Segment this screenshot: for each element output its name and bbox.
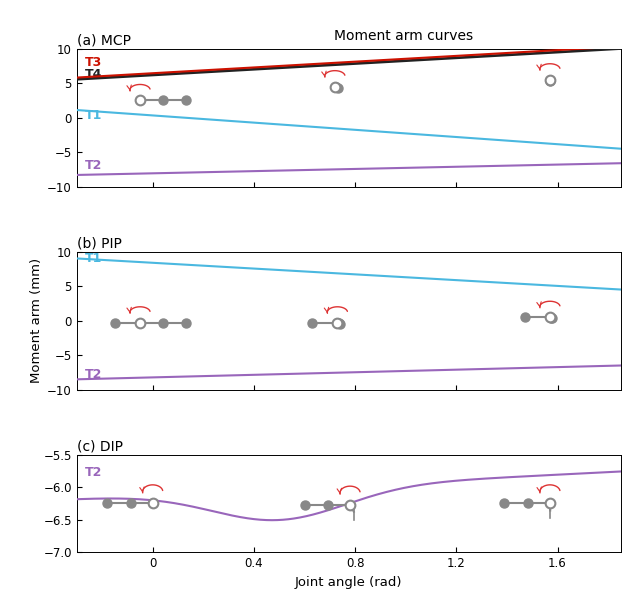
Text: (c) DIP: (c) DIP (77, 439, 123, 453)
Text: T2: T2 (84, 368, 102, 381)
X-axis label: Joint angle (rad): Joint angle (rad) (295, 576, 403, 589)
Text: T3: T3 (84, 56, 102, 69)
Text: (a) MCP: (a) MCP (77, 33, 131, 47)
Text: Moment arm curves: Moment arm curves (333, 29, 473, 43)
Text: T1: T1 (84, 252, 102, 265)
Text: T2: T2 (84, 160, 102, 172)
Text: (b) PIP: (b) PIP (77, 236, 122, 250)
Text: T1: T1 (84, 109, 102, 122)
Y-axis label: Moment arm (mm): Moment arm (mm) (30, 258, 43, 383)
Text: T2: T2 (84, 466, 102, 480)
Text: T4: T4 (84, 69, 102, 81)
